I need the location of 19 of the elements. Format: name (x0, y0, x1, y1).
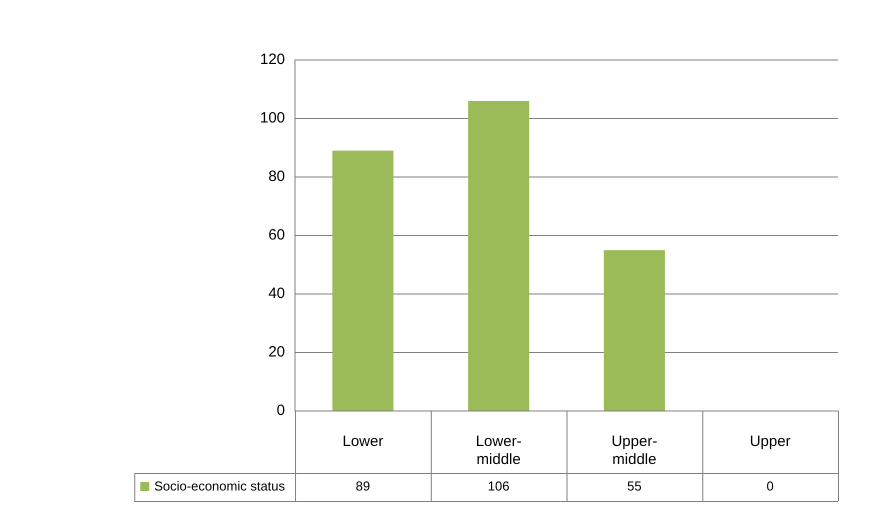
y-tick-label: 100 (260, 110, 286, 127)
y-tick-label: 80 (268, 168, 286, 186)
y-tick-label: 0 (276, 402, 286, 420)
y-tick-label: 60 (268, 226, 286, 244)
data-label: 55 (627, 478, 642, 494)
y-tick-label: 120 (260, 51, 286, 68)
x-tick-label: Lower (342, 433, 384, 450)
x-tick-label: Lower-middle (476, 433, 522, 468)
y-tick-label: 40 (268, 285, 286, 302)
bar (468, 100, 530, 410)
y-tick-label: 20 (268, 344, 286, 361)
data-label: 0 (766, 478, 774, 494)
bar (604, 250, 665, 410)
data-label: 89 (356, 478, 370, 494)
x-tick-label: Upper-middle (611, 433, 658, 468)
data-label: 106 (488, 478, 510, 494)
bar (332, 150, 394, 410)
legend-label: Socio-economic status (154, 478, 286, 494)
x-tick-label: Upper (750, 433, 791, 450)
